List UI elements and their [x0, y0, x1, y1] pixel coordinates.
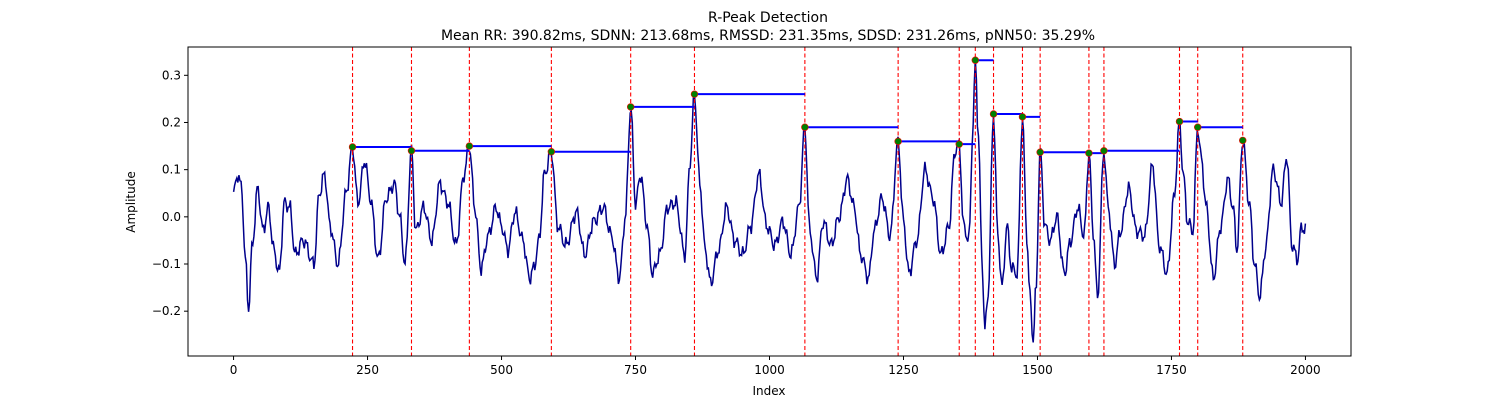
r-peak-marker: [955, 140, 963, 148]
y-axis-label: Amplitude: [124, 171, 138, 233]
r-peak-marker: [989, 110, 998, 118]
r-peak-marker: [971, 56, 980, 64]
x-tick-label: 1500: [1022, 363, 1053, 377]
r-peak-marker: [1175, 117, 1184, 126]
r-peak-marker: [690, 90, 699, 98]
r-peak-marker: [1194, 123, 1202, 131]
x-tick-label: 500: [490, 363, 513, 377]
x-axis-label: Index: [752, 384, 785, 398]
r-peak-marker: [801, 123, 809, 131]
x-axis: 0 250 500 750 1000 1250 1500 1750 2000: [230, 356, 1321, 377]
y-axis: −0.2 −0.1 0.0 0.1 0.2 0.3: [152, 68, 188, 318]
x-tick-label: 250: [356, 363, 379, 377]
r-peak-marker: [1036, 148, 1044, 156]
y-tick-label: 0.0: [162, 210, 181, 224]
r-peak-marker: [547, 148, 556, 156]
y-tick-label: 0.2: [162, 115, 181, 129]
r-peak-marker: [407, 147, 416, 155]
chart-title: R-Peak Detection: [708, 10, 828, 26]
y-tick-label: −0.1: [152, 257, 181, 271]
chart-subtitle: Mean RR: 390.82ms, SDNN: 213.68ms, RMSSD…: [441, 28, 1095, 44]
y-tick-label: 0.3: [162, 68, 181, 82]
x-tick-label: 1250: [888, 363, 919, 377]
r-peak-marker: [1239, 136, 1247, 145]
ecg-signal-line: [232, 59, 1307, 343]
r-peak-marker: [1085, 149, 1093, 157]
x-tick-label: 0: [230, 363, 238, 377]
r-peak-marker: [348, 143, 357, 151]
y-tick-label: 0.1: [162, 163, 181, 177]
r-peak-marker: [1018, 113, 1027, 121]
r-peak-marker: [465, 142, 474, 150]
plot-area: [232, 47, 1307, 356]
x-tick-label: 1000: [754, 363, 785, 377]
r-peak-marker: [894, 137, 902, 146]
x-tick-label: 2000: [1290, 363, 1321, 377]
r-peak-marker: [1100, 147, 1108, 155]
x-tick-label: 750: [624, 363, 647, 377]
r-peak-marker: [626, 103, 635, 111]
x-tick-label: 1750: [1156, 363, 1187, 377]
y-tick-label: −0.2: [152, 304, 181, 318]
